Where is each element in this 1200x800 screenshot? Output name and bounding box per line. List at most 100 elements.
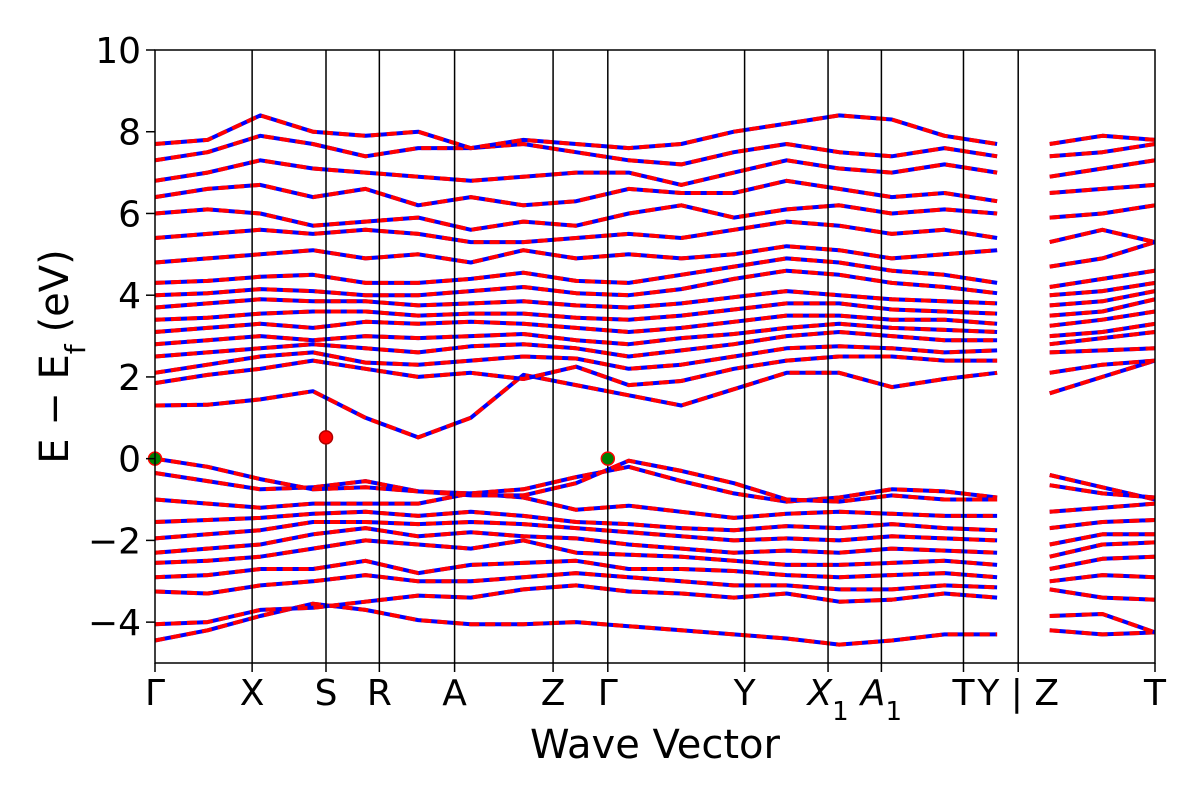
x-tick-label: A1 [859, 673, 902, 727]
y-axis-title-unit: (eV) [32, 249, 78, 332]
band-line-spin-up [1049, 330, 1156, 347]
band-line-spin-up [154, 583, 998, 627]
band-line-spin-up [1049, 518, 1156, 531]
x-tick-label: X1 [805, 673, 848, 727]
x-tick-label: Z [541, 673, 566, 714]
plot-frame [154, 49, 1156, 664]
band-line-spin-up [1049, 532, 1155, 547]
band-line-spin-up [154, 354, 998, 388]
band-line-spin-up [1049, 501, 1156, 514]
band-line-spin-up [1049, 483, 1156, 500]
x-tick-label: Γ [145, 673, 165, 714]
band-line-spin-up [154, 520, 998, 543]
x-tick-label-main: T [951, 673, 975, 714]
band-line-spin-up [154, 509, 998, 533]
x-tick-label-main: Y | Z [976, 673, 1059, 714]
band-line-spin-up [1049, 358, 1156, 396]
band-line-spin-up [154, 558, 998, 580]
x-tick-label-main: T [1143, 673, 1167, 714]
band-line-spin-up [1049, 554, 1156, 571]
band-line-spin-up [154, 256, 998, 285]
x-tick-label: Y | Z [976, 673, 1059, 714]
x-tick-label-main: Γ [145, 673, 165, 714]
y-tick-label: 10 [95, 31, 141, 72]
x-axis-title: Wave Vector [530, 722, 781, 768]
y-tick-label: −2 [88, 521, 141, 562]
band-line-spin-up [1049, 240, 1156, 269]
band-line-spin-up [154, 370, 998, 440]
y-axis-title-sub: f [59, 343, 92, 354]
kpath-lines [251, 50, 1019, 663]
band-line-spin-up [154, 301, 998, 322]
band-line-spin-up [1049, 321, 1156, 339]
band-line-spin-up [154, 571, 998, 596]
band-line-spin-up [1049, 142, 1156, 159]
band-line-spin-up [1049, 573, 1156, 584]
band-line-spin-up [154, 178, 998, 208]
bands-layer [154, 113, 1156, 647]
x-tick-label-main: S [315, 673, 338, 714]
x-tick-label-main: A [442, 673, 467, 714]
y-tick-label: 8 [118, 113, 141, 154]
band-line-spin-up [154, 244, 998, 265]
band-line-spin-up [1049, 346, 1156, 355]
band-line-spin-up [154, 219, 998, 245]
x-tick-label-main: Y [733, 673, 757, 714]
band-line-spin-up [154, 330, 998, 359]
x-tick-label: Γ [598, 673, 618, 714]
y-tick-label: 4 [118, 276, 141, 317]
x-tick-label: S [315, 673, 338, 714]
band-line-spin-up [154, 289, 998, 310]
x-tick-label: X [240, 673, 265, 714]
x-tick-label-main: Γ [598, 673, 618, 714]
band-line-spin-up [154, 203, 998, 232]
band-line-spin-up [154, 526, 998, 555]
cbm-marker [318, 430, 334, 445]
band-line-spin-up [154, 133, 998, 167]
x-tick-label: R [367, 673, 392, 714]
y-tick-label: 0 [118, 440, 141, 481]
y-axis-title: E − Ef (eV) [32, 249, 92, 464]
x-tick-label-sub: 1 [832, 697, 849, 727]
band-line-spin-up [1049, 628, 1156, 637]
band-line-spin-up [1049, 612, 1156, 635]
band-line-spin-up [1049, 280, 1156, 298]
y-tick-label: 2 [118, 358, 141, 399]
band-line-spin-up [1049, 473, 1156, 502]
y-axis-title-main: E − E [32, 354, 78, 464]
band-line-spin-up [1049, 540, 1156, 559]
vbm-marker [600, 451, 616, 466]
band-line-spin-up [1049, 268, 1156, 289]
band-line-spin-up [154, 113, 998, 151]
band-line-spin-up [154, 313, 998, 334]
band-line-spin-up [1049, 203, 1156, 220]
band-line-spin-up [154, 456, 998, 504]
x-tick-label-main: A [859, 673, 886, 714]
band-line-spin-up [1049, 133, 1156, 146]
band-line-spin-up [154, 464, 998, 504]
x-tick-label-main: R [367, 673, 392, 714]
x-tick-label-sub: 1 [885, 697, 902, 727]
band-line-spin-up [154, 538, 998, 567]
band-line-spin-up [1049, 587, 1156, 602]
band-line-spin-up [154, 268, 998, 298]
band-line-spin-up [1049, 182, 1156, 195]
x-tick-label: T [951, 673, 975, 714]
band-line-spin-up [154, 491, 998, 520]
band-line-spin-up [1049, 309, 1156, 328]
band-line-spin-up [1049, 289, 1156, 308]
x-tick-label-main: X [805, 673, 833, 714]
x-tick-label: A [442, 673, 467, 714]
band-line-spin-up [1049, 297, 1156, 318]
y-tick-label: 6 [118, 194, 141, 235]
band-line-spin-up [154, 344, 998, 375]
x-tick-label-main: X [240, 673, 265, 714]
x-tick-label-main: Z [541, 673, 566, 714]
band-line-spin-up [154, 158, 998, 187]
band-line-spin-up [1049, 158, 1156, 179]
y-tick-label: −4 [88, 603, 141, 644]
x-tick-label: Y [733, 673, 757, 714]
